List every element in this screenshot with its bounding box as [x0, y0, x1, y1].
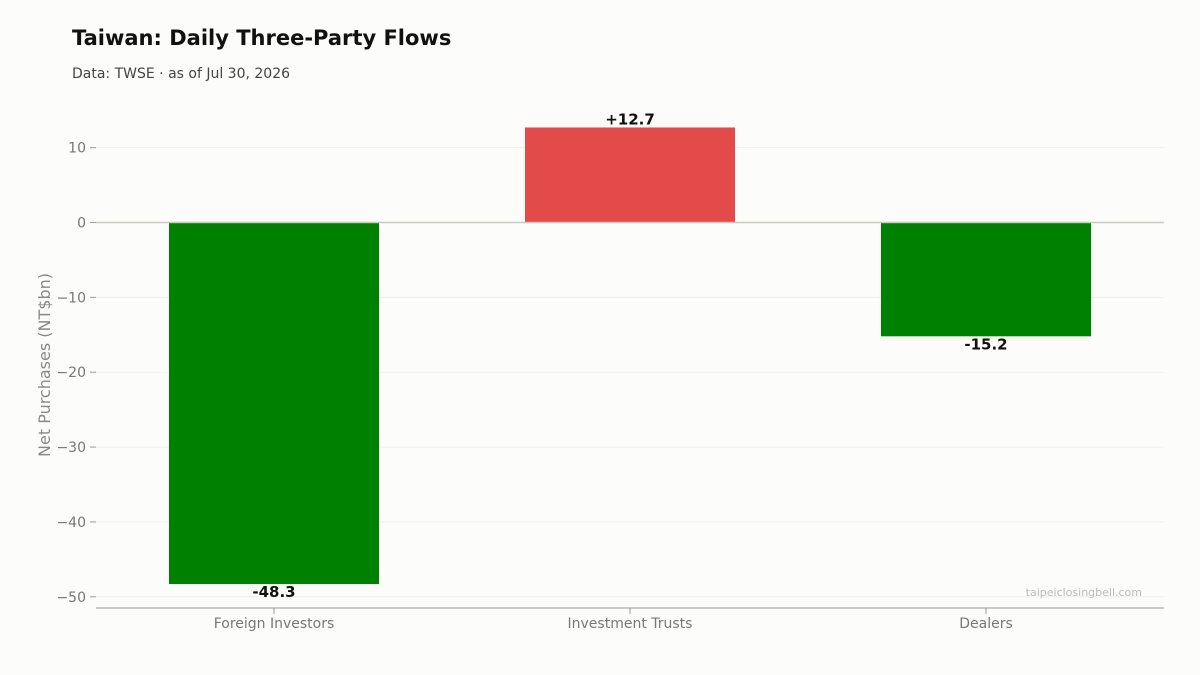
watermark: taipeiclosingbell.com — [1026, 586, 1142, 599]
data-label: -15.2 — [964, 335, 1007, 353]
chart-subtitle: Data: TWSE · as of Jul 30, 2026 — [72, 66, 291, 82]
x-tick-label: Dealers — [959, 616, 1013, 632]
x-tick-label: Foreign Investors — [214, 616, 335, 632]
chart-title: Taiwan: Daily Three-Party Flows — [72, 26, 452, 50]
y-tick-label: −40 — [56, 515, 86, 531]
bar-dealers — [880, 222, 1092, 337]
y-tick-label: −20 — [56, 365, 86, 381]
bar-foreign-investors — [168, 222, 380, 585]
data-label: -48.3 — [252, 583, 295, 601]
data-label: +12.7 — [605, 110, 655, 128]
x-tick-label: Investment Trusts — [568, 616, 693, 632]
y-axis-label: Net Purchases (NT$bn) — [35, 273, 54, 457]
y-tick-label: 10 — [68, 141, 86, 157]
labels: 10 0 −10 −20 −30 −40 −50 -48.3 Foreign Investors… — [56, 110, 1012, 632]
y-tick-label: 0 — [77, 216, 86, 232]
axes — [90, 147, 1164, 614]
bars — [168, 127, 1092, 585]
y-tick-label: −30 — [56, 440, 86, 456]
y-tick-label: −10 — [56, 290, 86, 306]
y-tick-label: −50 — [56, 590, 86, 606]
bar-investment-trusts — [524, 127, 736, 223]
